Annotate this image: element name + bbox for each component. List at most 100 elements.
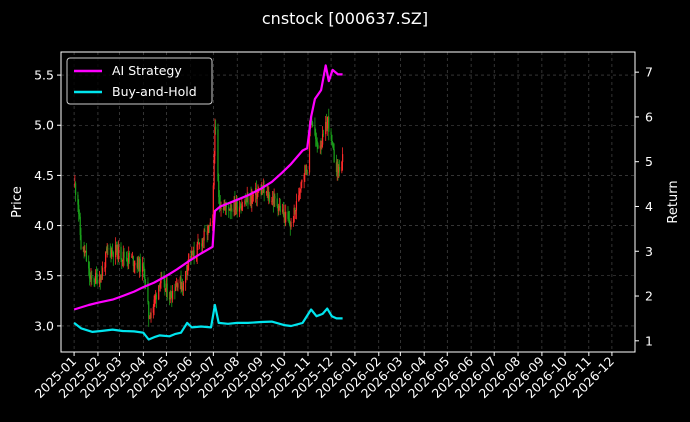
y-tick-label-left: 4.0 <box>34 218 54 233</box>
candle-body <box>180 277 182 290</box>
candle-body <box>208 225 211 227</box>
candle-body <box>105 252 107 268</box>
plot-frame <box>60 51 636 353</box>
candle-body <box>144 277 146 282</box>
candle-body <box>98 278 101 285</box>
candle-body <box>95 272 97 283</box>
candle-body <box>241 205 244 207</box>
candle-body <box>82 246 84 250</box>
candle-body <box>279 205 281 212</box>
candle-body <box>147 282 149 302</box>
candle-body <box>228 209 231 211</box>
candle-body <box>85 250 87 252</box>
candle-body <box>341 161 343 172</box>
candle-body <box>246 195 248 202</box>
candle-body <box>207 226 209 235</box>
candle-body <box>104 267 106 269</box>
candle-body <box>115 244 117 253</box>
candle-body <box>84 251 86 254</box>
candle-body <box>120 246 122 260</box>
candle-body <box>333 149 335 163</box>
candle-body <box>91 274 93 279</box>
candle-body <box>148 301 150 319</box>
candle-body <box>325 121 328 132</box>
candle-body <box>111 250 113 257</box>
candle-body <box>260 189 262 195</box>
candle-body <box>111 250 114 253</box>
candle-body <box>101 274 103 276</box>
candle-body <box>75 183 77 195</box>
candle-body <box>203 230 205 241</box>
candle-body <box>85 250 87 262</box>
candle-body <box>288 218 290 220</box>
candle-body <box>247 195 249 205</box>
y-tick-label-right: 3 <box>645 244 653 259</box>
candle-body <box>179 277 181 284</box>
candle-body <box>338 166 341 172</box>
candle-body <box>196 244 198 257</box>
candle-body <box>191 251 193 258</box>
candle-body <box>201 243 203 247</box>
candle-body <box>128 252 130 262</box>
ai-strategy-line <box>73 64 343 311</box>
candle-body <box>182 282 184 291</box>
candle-body <box>133 265 135 267</box>
candle-body <box>158 285 160 300</box>
right-axis: 1 2 3 4 5 6 7 <box>635 65 653 348</box>
candle-body <box>155 294 157 298</box>
candle-body <box>155 294 158 300</box>
candle-body <box>303 175 305 180</box>
candle-body <box>153 299 155 307</box>
candle-body <box>181 286 184 291</box>
candle-body <box>169 292 171 300</box>
candle-body <box>96 275 98 285</box>
candle-body <box>251 195 254 197</box>
candle-body <box>215 126 217 130</box>
candle-body <box>289 224 291 228</box>
candle-body <box>175 286 177 291</box>
candle-body <box>273 196 275 204</box>
candle-body <box>79 216 81 236</box>
candle-body <box>336 161 338 172</box>
candle-body <box>306 170 308 173</box>
y-tick-label-right: 1 <box>645 333 653 348</box>
candle-body <box>193 250 195 259</box>
candle-body <box>315 135 317 140</box>
candle-body <box>278 205 281 209</box>
candle-body <box>305 165 307 171</box>
candle-body <box>299 188 301 192</box>
candle-body <box>294 207 296 211</box>
candle-body <box>99 278 101 283</box>
candle-body <box>160 277 162 284</box>
candle-body <box>241 206 243 210</box>
candle-body <box>74 183 76 186</box>
candle-body <box>326 122 328 132</box>
candle-body <box>218 197 221 204</box>
candle-body <box>211 221 214 223</box>
candle-body <box>300 182 302 189</box>
candle-body <box>88 261 90 269</box>
y-axis-label-left: Price <box>10 186 25 218</box>
candle-body <box>337 161 339 173</box>
candle-body <box>107 248 109 250</box>
candle-body <box>267 191 269 199</box>
candle-body <box>201 239 204 247</box>
candle-body <box>213 155 215 186</box>
candle-body <box>121 260 124 262</box>
candle-body <box>282 209 284 216</box>
candle-body <box>225 203 228 208</box>
candle-body <box>142 263 144 267</box>
candle-body <box>123 251 125 258</box>
candle-body <box>106 248 108 253</box>
candle-body <box>118 246 120 260</box>
candle-body <box>321 144 323 147</box>
candle-body <box>218 180 220 198</box>
candle-body <box>249 194 251 205</box>
candle-body <box>274 196 276 199</box>
candle-body <box>292 221 294 223</box>
candle-body <box>239 206 241 208</box>
candle-body <box>217 129 219 181</box>
candle-body <box>93 278 95 283</box>
candle-body <box>138 257 140 272</box>
y-tick-label-left: 4.5 <box>34 168 54 183</box>
